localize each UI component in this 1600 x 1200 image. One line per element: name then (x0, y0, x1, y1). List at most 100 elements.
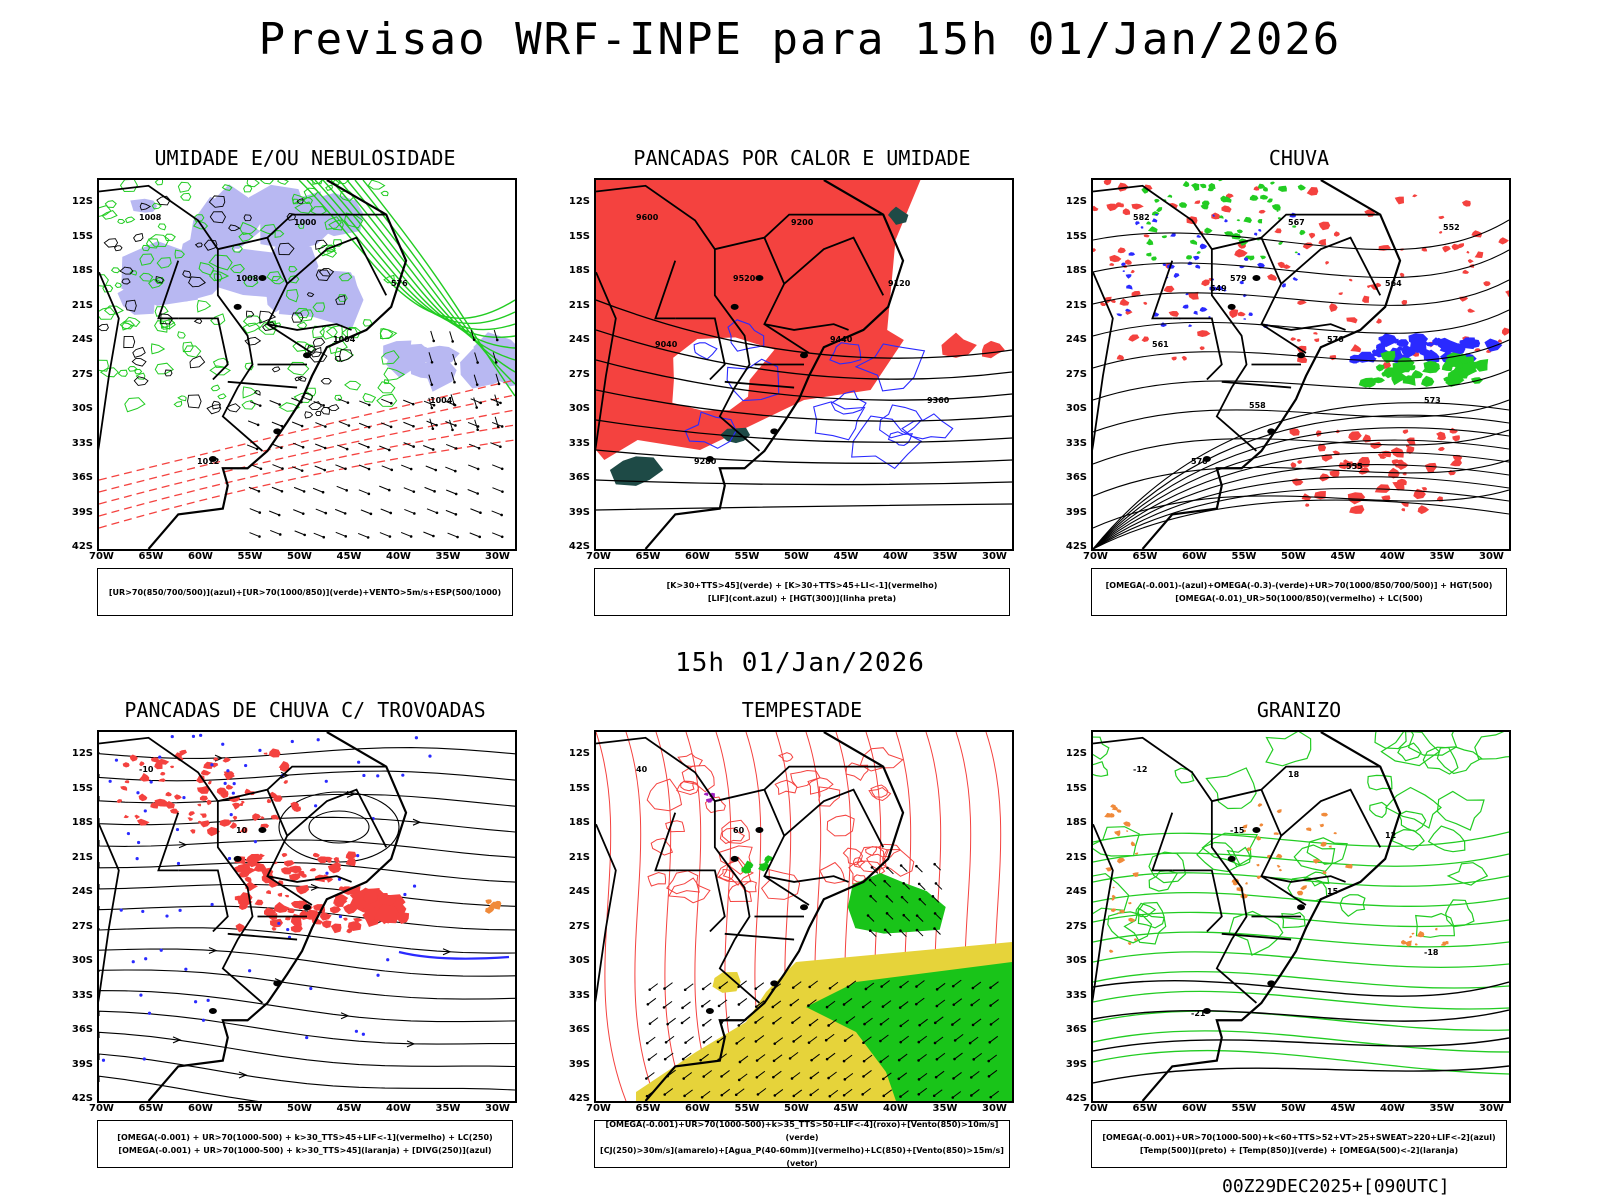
omega-orange (1414, 943, 1418, 946)
wind-vector-head (846, 985, 850, 989)
contour-line (1093, 464, 1509, 549)
latitude-tick-label: 24S (71, 334, 93, 345)
omega-red (1229, 309, 1239, 319)
longitude-tick-label: 70W (89, 551, 114, 562)
red-instability-area (982, 340, 1005, 359)
omega-green (1146, 221, 1151, 225)
humidity-1000-850 (231, 244, 243, 253)
wind-vector-head (431, 427, 435, 431)
omega-green (1219, 215, 1224, 219)
wind-vector (403, 487, 414, 493)
wind-vector (934, 928, 941, 935)
humidity-1000-850 (213, 273, 223, 282)
temp850-contour (1436, 790, 1485, 831)
wind-vector-head (917, 1040, 921, 1044)
wind-vector (423, 445, 434, 450)
omega-orange (1345, 863, 1353, 869)
lake-marker (233, 303, 242, 310)
omega-orange (1117, 834, 1121, 837)
latitude-tick-label: 12S (1065, 748, 1087, 759)
thunderstorm-red (129, 754, 138, 762)
country-border (1093, 184, 1258, 452)
pressure-contour (335, 295, 346, 305)
divergence-dot (191, 734, 196, 738)
thunderstorm-red (379, 894, 397, 907)
latitude-tick-label: 36S (71, 1024, 93, 1035)
temp850-contour (1093, 872, 1509, 887)
divergence-dot (147, 1011, 152, 1015)
humidity-contour (330, 180, 515, 349)
thunderstorm-red (281, 867, 293, 875)
thunderstorm-red (283, 860, 295, 867)
map-legend: [OMEGA(-0.001) + UR>70(1000-500) + k>30_… (97, 1120, 513, 1168)
omega-blue (1243, 257, 1249, 261)
omega-orange (1333, 832, 1337, 835)
temp500-contour (1093, 1009, 1509, 1022)
wind-vector-head (915, 864, 918, 868)
wind-vector-head (344, 535, 348, 538)
wind-vector-head (648, 1022, 652, 1025)
omega-red (1131, 203, 1144, 210)
omega-blue (1383, 339, 1390, 344)
temp850-contour (1367, 774, 1393, 791)
longitude-tick-label: 30W (485, 1103, 510, 1114)
omega-green (1257, 219, 1263, 224)
divergence-dot (361, 1032, 365, 1036)
wind-vector-head (500, 467, 504, 471)
omega-red (1290, 462, 1297, 469)
humidity-1000-850 (221, 184, 233, 191)
divergence-dot (357, 760, 361, 764)
thunderstorm-red (312, 852, 320, 858)
wind-vector (445, 509, 457, 515)
weather-map: 582 579 576 573 570 567 564 561 558 555 552 549 (1091, 178, 1511, 551)
latitude-tick-label: 27S (1065, 920, 1087, 932)
wind-vector (755, 982, 765, 990)
wind-vector-head (951, 1023, 954, 1026)
wind-vector-head (881, 1005, 885, 1008)
humidity-1000-850 (154, 362, 175, 375)
wind-vector (428, 352, 433, 363)
omega-green (1270, 181, 1275, 185)
thunderstorm-red (229, 822, 237, 829)
lif-contour (901, 413, 954, 440)
humidity-1000-850 (379, 327, 398, 340)
wind-vector-head (495, 338, 499, 342)
humidity-1000-850 (303, 196, 314, 205)
wind-vector (865, 982, 875, 990)
wind-vector-head (454, 362, 458, 366)
humidity-contour (354, 180, 515, 385)
hgt500-contour (1093, 279, 1509, 306)
omega-orange (1110, 908, 1116, 913)
divergence-dot (354, 1029, 359, 1033)
longitude-tick-label: 45W (833, 1103, 859, 1114)
map-legend: [K>30+TTS>45](verde) + [K>30+TTS>45+LI<-… (594, 568, 1010, 616)
longitude-tick-label: 45W (336, 551, 362, 562)
divergence-dot (184, 967, 188, 971)
omega-blue (1170, 233, 1176, 237)
wind-vector-head (300, 424, 304, 428)
divergence-dot (131, 960, 135, 964)
thunderstorm-orange (492, 900, 502, 906)
humidity-1000-850 (243, 275, 259, 288)
country-border (178, 869, 229, 933)
temp850-contour (1148, 851, 1187, 884)
omega-green (1299, 229, 1306, 236)
contour-line (1093, 451, 1509, 549)
wind-vector-head (702, 1040, 706, 1044)
wind-vector-head (915, 985, 918, 988)
omega-orange (1435, 927, 1438, 931)
temp500-contour (1093, 1037, 1509, 1052)
wind-vector-head (870, 866, 874, 869)
pressure-contour (187, 394, 202, 409)
thunderstorm-red (374, 904, 400, 924)
map-legend: [OMEGA(-0.001)-(azul)+OMEGA(-0.3)-(verde… (1091, 568, 1507, 616)
omega-orange (1242, 829, 1247, 833)
contour-label: 561 (1152, 340, 1169, 349)
water-contour (842, 847, 863, 866)
latitude-tick-label: 39S (568, 506, 590, 518)
divergence-dot (231, 791, 235, 795)
omega-orange (1123, 821, 1131, 827)
wind-vector (990, 999, 999, 1006)
wind-vector-head (808, 1023, 812, 1027)
